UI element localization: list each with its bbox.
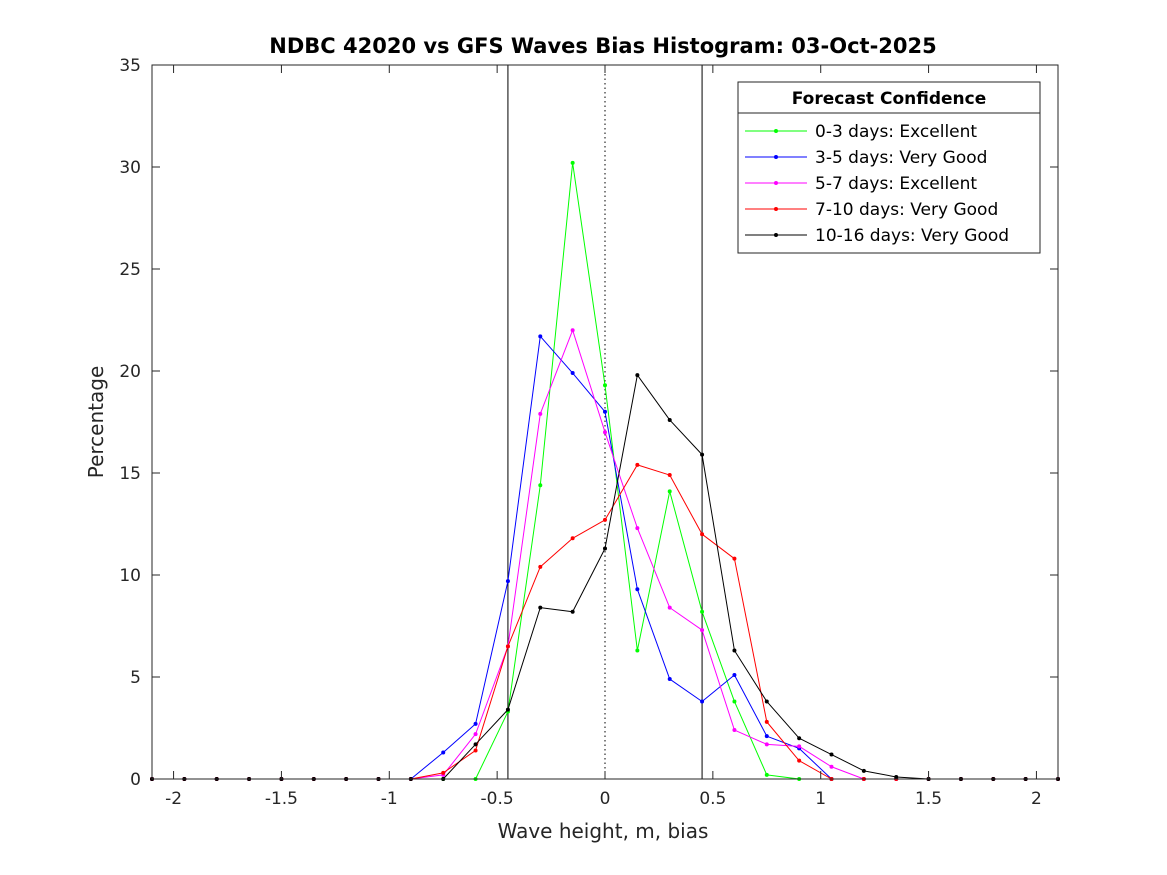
data-point xyxy=(603,546,607,551)
y-tick-label: 15 xyxy=(119,464,141,484)
x-tick-label: 1.5 xyxy=(915,789,942,809)
data-point xyxy=(538,605,543,610)
legend-swatch-marker xyxy=(774,181,778,185)
data-point xyxy=(667,677,672,682)
data-point xyxy=(667,489,672,494)
data-point xyxy=(732,648,737,653)
data-point xyxy=(700,699,705,704)
legend-swatch-marker xyxy=(774,129,778,133)
legend-label: 10-16 days: Very Good xyxy=(815,226,1009,246)
data-point xyxy=(764,719,769,724)
y-tick-label: 25 xyxy=(119,260,141,280)
data-point xyxy=(764,699,769,704)
data-point xyxy=(570,328,575,333)
legend-entry-1: 3-5 days: Very Good xyxy=(745,148,987,168)
data-point xyxy=(635,373,640,378)
legend-label: 7-10 days: Very Good xyxy=(815,200,998,220)
data-point xyxy=(603,409,607,414)
data-point xyxy=(797,744,802,749)
data-point xyxy=(473,721,478,726)
data-point xyxy=(894,774,899,779)
data-point xyxy=(538,411,543,416)
data-point xyxy=(700,628,705,633)
legend: Forecast Confidence 0-3 days: Excellent 3… xyxy=(737,81,1041,254)
data-point xyxy=(505,707,510,712)
x-axis-label: Wave height, m, bias xyxy=(498,819,709,843)
data-point xyxy=(797,758,802,763)
x-tick-label: -1 xyxy=(381,789,398,809)
legend-swatch-marker xyxy=(774,207,778,211)
data-point xyxy=(473,742,478,747)
data-point xyxy=(732,699,737,704)
data-point xyxy=(505,579,510,584)
data-point xyxy=(473,748,478,753)
data-point xyxy=(570,609,575,614)
data-point xyxy=(635,526,640,531)
data-point xyxy=(473,732,478,737)
data-point xyxy=(635,587,640,592)
data-point xyxy=(829,752,834,757)
legend-entries: 0-3 days: Excellent 3-5 days: Very Good 5-… xyxy=(745,122,1009,246)
data-point xyxy=(700,452,705,457)
legend-label: 5-7 days: Excellent xyxy=(815,174,977,194)
legend-entry-0: 0-3 days: Excellent xyxy=(745,122,977,142)
data-point xyxy=(732,672,737,677)
data-point xyxy=(700,609,705,614)
data-point xyxy=(441,770,446,775)
legend-swatch-marker xyxy=(774,233,778,237)
data-point xyxy=(441,750,446,755)
y-tick-label: 5 xyxy=(130,668,141,688)
x-tick-label: 2 xyxy=(1031,789,1042,809)
data-point xyxy=(538,483,543,488)
x-tick-label: -2 xyxy=(165,789,182,809)
data-point xyxy=(505,644,510,649)
data-point xyxy=(538,564,543,569)
legend-box xyxy=(737,81,1041,254)
data-point xyxy=(764,772,769,777)
chart-title: NDBC 42020 vs GFS Waves Bias Histogram: … xyxy=(269,34,936,58)
x-tick-label: 0 xyxy=(600,789,611,809)
legend-title: Forecast Confidence xyxy=(792,89,987,109)
legend-swatch-marker xyxy=(774,155,778,159)
data-point xyxy=(764,742,769,747)
data-point xyxy=(635,648,640,653)
legend-entry-4: 10-16 days: Very Good xyxy=(745,226,1009,246)
data-point xyxy=(797,736,802,741)
reference-lines xyxy=(507,65,703,779)
y-tick-label: 20 xyxy=(119,362,141,382)
legend-entry-3: 7-10 days: Very Good xyxy=(745,200,998,220)
data-point xyxy=(570,536,575,541)
data-point xyxy=(732,728,737,733)
data-point xyxy=(700,532,705,537)
data-point xyxy=(603,517,607,522)
data-point xyxy=(667,473,672,478)
x-tick-label: 0.5 xyxy=(699,789,726,809)
data-point xyxy=(667,417,672,422)
data-point xyxy=(603,383,607,388)
x-tick-label: -0.5 xyxy=(481,789,514,809)
y-tick-label: 30 xyxy=(119,158,141,178)
data-point xyxy=(861,768,866,773)
data-point xyxy=(635,462,640,467)
legend-entry-2: 5-7 days: Excellent xyxy=(745,174,977,194)
data-point xyxy=(732,556,737,561)
y-tick-label: 10 xyxy=(119,566,141,586)
y-tick-label: 35 xyxy=(119,56,141,76)
data-point xyxy=(538,334,543,339)
data-point xyxy=(667,605,672,610)
legend-label: 3-5 days: Very Good xyxy=(815,148,987,168)
data-point xyxy=(603,430,607,435)
y-tick-label: 0 xyxy=(130,770,141,790)
legend-label: 0-3 days: Excellent xyxy=(815,122,977,142)
data-point xyxy=(570,371,575,376)
data-point xyxy=(570,160,575,165)
x-tick-label: -1.5 xyxy=(265,789,298,809)
x-tick-label: 1 xyxy=(815,789,826,809)
data-point xyxy=(764,734,769,739)
data-point xyxy=(829,764,834,769)
y-axis-label: Percentage xyxy=(84,366,108,479)
